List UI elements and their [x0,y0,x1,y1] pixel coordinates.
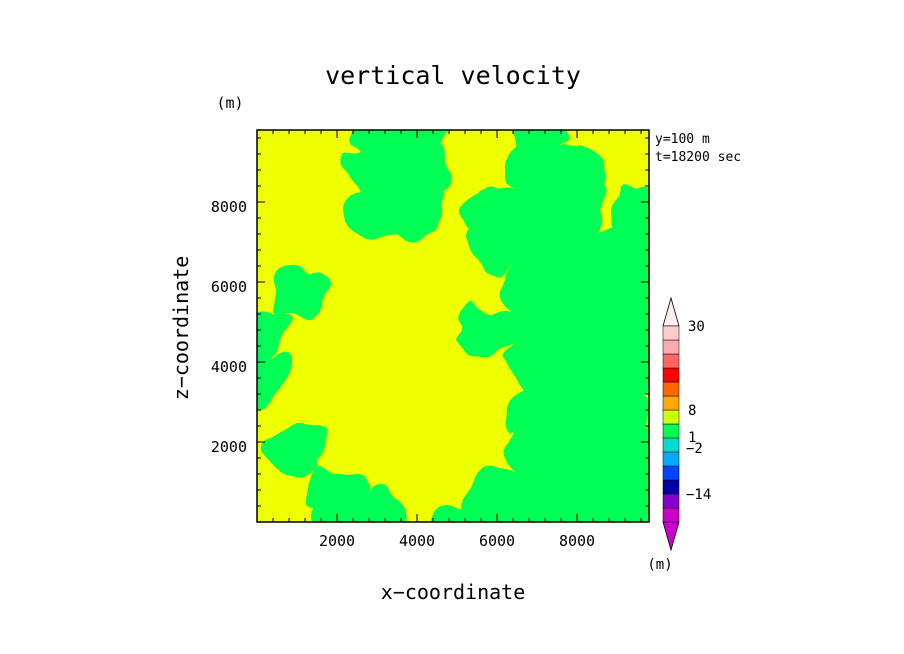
colorbar-extend-low [662,521,680,552]
field-region-cell [347,495,407,522]
colorbar-segment [662,409,680,425]
field-region-cell [619,223,649,277]
y-tick-label-8000: 8000 [211,198,247,216]
colorbar-segment [662,367,680,383]
chart-title: vertical velocity [325,61,581,90]
field-region-cell [267,423,327,477]
plot-area [256,129,650,523]
field-region-cell [587,383,647,437]
field-region-cell [387,143,447,197]
y-axis-label: z−coordinate [169,256,193,401]
y-tick-label-6000: 6000 [211,278,247,296]
colorbar-segment [662,451,680,467]
field-region-cell [619,303,649,357]
annotation-time: t=18200 sec [655,150,741,165]
field-region-cell [547,143,607,197]
field-region-cell [619,263,649,317]
field-region-cell [267,263,327,317]
colorbar-extend-high [662,296,680,327]
y-tick-label-4000: 4000 [211,358,247,376]
colorbar-label-minus-2: −2 [686,441,703,457]
colorbar-segment [662,381,680,397]
colorbar-segment [662,395,680,411]
colorbar [662,296,680,552]
colorbar-segment [662,507,680,523]
plot-frame [256,129,650,523]
axis-ticks [257,130,649,522]
field-region-cell [619,423,649,477]
field-region-cell [547,183,607,237]
colorbar-segment [662,325,680,341]
colorbar-label-8: 8 [688,403,696,419]
x-tick-label-4000: 4000 [399,532,435,550]
field-region-cell [619,343,649,397]
field-region-cell [387,183,447,237]
colorbar-label-1: 1 [688,430,696,446]
y-tick-label-2000: 2000 [211,438,247,456]
field-region-cell [257,343,287,397]
x-tick-label-2000: 2000 [319,532,355,550]
colorbar-segment [662,479,680,495]
colorbar-segment [662,353,680,369]
colorbar-label-30: 30 [688,319,705,335]
colorbar-segment [662,493,680,509]
x-axis-label: x−coordinate [381,580,526,604]
field-regions [257,130,649,522]
colorbar-label-minus-14: −14 [686,487,711,503]
y-axis-unit: (m) [216,94,243,112]
colorbar-segment [662,423,680,439]
colorbar-segment [662,465,680,481]
colorbar-segment [662,339,680,355]
x-tick-label-8000: 8000 [559,532,595,550]
colorbar-segment [662,437,680,453]
annotation-y-slice: y=100 m [655,132,710,147]
field-region-cell [619,495,649,522]
field-region-cell [619,183,649,237]
x-tick-label-6000: 6000 [479,532,515,550]
field-region-cell [257,303,287,357]
colorbar-unit: (m) [647,557,672,573]
